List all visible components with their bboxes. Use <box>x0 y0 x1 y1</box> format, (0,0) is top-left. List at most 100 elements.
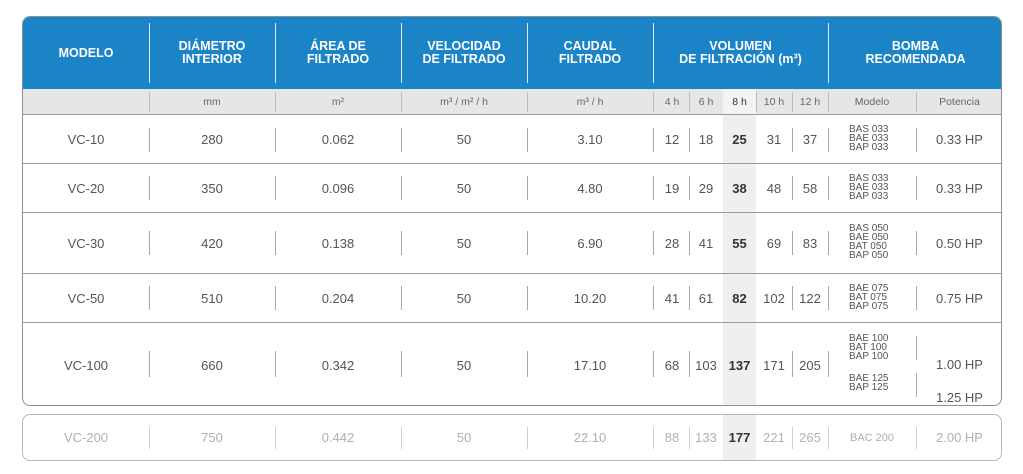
cell-model: VC-100 <box>63 357 109 373</box>
header-velocidad: VELOCIDAD DE FILTRADO <box>422 39 506 66</box>
cell-velocity: 50 <box>456 180 472 196</box>
cell-model: VC-30 <box>67 235 105 251</box>
unit-4h: 4 h <box>664 96 680 108</box>
cell-vol-8h: 38 <box>732 180 747 196</box>
cell-diameter: 510 <box>201 290 223 306</box>
table-header: MODELO DIÁMETRO INTERIOR ÁREA DE FILTRAD… <box>23 17 1001 89</box>
spec-table: MODELO DIÁMETRO INTERIOR ÁREA DE FILTRAD… <box>22 16 1002 406</box>
units-row: mm m² m³ / m² / h m³ / h 4 h 6 h 8 h 10 … <box>23 89 1001 115</box>
highlight-8h-column <box>723 415 756 460</box>
cell-vol-12h: 122 <box>799 290 821 306</box>
cell-vol-10h: 171 <box>763 357 785 373</box>
unit-velocidad: m³ / m² / h <box>440 96 488 108</box>
cell-pump-models: BAS 033 BAE 033 BAP 033 <box>849 124 889 153</box>
cell-pump-power: 2.00 HP <box>936 430 983 445</box>
table-row: VC-100 660 0.342 50 17.10 68 103 137 171… <box>23 323 1001 405</box>
cell-area: 0.138 <box>321 235 355 251</box>
cell-model: VC-20 <box>67 180 105 196</box>
unit-8h: 8 h <box>723 89 756 114</box>
cell-vol-10h: 221 <box>763 430 785 445</box>
cell-pump-power: 0.50 HP <box>936 235 983 251</box>
cell-pump-power: 0.33 HP <box>936 132 983 147</box>
cell-area: 0.062 <box>321 132 355 147</box>
unit-pump-power: Potencia <box>939 96 980 108</box>
cell-diameter: 750 <box>201 430 223 445</box>
cell-vol-8h: 25 <box>732 132 747 147</box>
cell-vol-8h: 82 <box>732 290 747 306</box>
cell-area: 0.204 <box>321 290 355 306</box>
unit-6h: 6 h <box>698 96 714 108</box>
cell-vol-4h: 12 <box>664 132 680 147</box>
cell-vol-10h: 69 <box>766 235 782 251</box>
cell-area: 0.342 <box>321 357 355 373</box>
cell-flow: 22.10 <box>573 430 607 445</box>
cell-vol-4h: 41 <box>664 290 680 306</box>
cell-vol-12h: 83 <box>802 235 818 251</box>
cell-velocity: 50 <box>456 290 472 306</box>
cell-diameter: 350 <box>201 180 223 196</box>
cell-vol-10h: 102 <box>763 290 785 306</box>
cell-flow: 6.90 <box>577 235 603 251</box>
cell-area: 0.096 <box>321 180 355 196</box>
cell-vol-4h: 88 <box>664 430 680 445</box>
cell-vol-6h: 41 <box>698 235 714 251</box>
header-diametro: DIÁMETRO INTERIOR <box>178 39 246 66</box>
cell-model: VC-50 <box>67 290 105 306</box>
cell-vol-4h: 68 <box>664 357 680 373</box>
cell-pump-models: BAE 075 BAT 075 BAP 075 <box>849 283 889 312</box>
unit-area: m² <box>331 96 345 108</box>
cell-pump-power: 0.75 HP <box>936 290 983 306</box>
cell-vol-10h: 48 <box>766 180 782 196</box>
header-bomba: BOMBA RECOMENDADA <box>865 39 966 66</box>
cell-velocity: 50 <box>456 430 472 445</box>
cell-vol-4h: 19 <box>664 180 680 196</box>
unit-10h: 10 h <box>763 96 785 108</box>
unit-pump-model: Modelo <box>854 96 890 108</box>
cell-diameter: 420 <box>201 235 223 251</box>
cell-pump-power: 1.00 HP <box>936 356 983 372</box>
cell-pump-models: BAE 125 BAP 125 <box>849 373 889 393</box>
cell-vol-8h: 177 <box>728 430 751 445</box>
cell-pump-power: 0.33 HP <box>936 180 983 196</box>
unit-modelo <box>23 89 149 115</box>
header-caudal: CAUDAL FILTRADO <box>558 39 622 66</box>
table-row: VC-50 510 0.204 50 10.20 41 61 82 102 12… <box>23 274 1001 323</box>
cell-vol-8h: 137 <box>728 357 751 373</box>
cell-diameter: 280 <box>201 132 223 147</box>
cell-velocity: 50 <box>456 132 472 147</box>
header-area: ÁREA DE FILTRADO <box>306 39 370 66</box>
cell-pump-models: BAS 033 BAE 033 BAP 033 <box>849 173 889 202</box>
header-modelo: MODELO <box>58 45 114 60</box>
cell-flow: 4.80 <box>577 180 603 196</box>
cell-vol-6h: 29 <box>698 180 714 196</box>
cell-velocity: 50 <box>456 235 472 251</box>
table-row: VC-30 420 0.138 50 6.90 28 41 55 69 83 B… <box>23 213 1001 274</box>
cell-flow: 3.10 <box>577 132 603 147</box>
unit-12h: 12 h <box>799 96 821 108</box>
cell-pump-models: BAE 100 BAT 100 BAP 100 <box>849 333 889 362</box>
cell-vol-6h: 61 <box>698 290 714 306</box>
table-row: VC-20 350 0.096 50 4.80 19 29 38 48 58 B… <box>23 164 1001 213</box>
cell-vol-8h: 55 <box>732 235 747 251</box>
cell-vol-6h: 103 <box>695 357 717 373</box>
table-row: VC-10 280 0.062 50 3.10 12 18 25 31 37 B… <box>23 116 1001 164</box>
cell-model: VC-200 <box>63 430 109 445</box>
cell-vol-6h: 133 <box>695 430 717 445</box>
cell-vol-4h: 28 <box>664 235 680 251</box>
cell-area: 0.442 <box>321 430 355 445</box>
highlight-8h-column <box>723 89 756 405</box>
cell-pump-models: BAS 050 BAE 050 BAT 050 BAP 050 <box>849 223 889 261</box>
cell-vol-12h: 37 <box>802 132 818 147</box>
table-row-vc200: VC-200 750 0.442 50 22.10 88 133 177 221… <box>22 414 1002 461</box>
cell-model: VC-10 <box>67 132 105 147</box>
cell-vol-6h: 18 <box>698 132 714 147</box>
cell-vol-12h: 205 <box>799 357 821 373</box>
cell-vol-12h: 265 <box>799 430 821 445</box>
header-volumen: VOLUMEN DE FILTRACIÓN (m³) <box>679 39 802 66</box>
cell-flow: 10.20 <box>573 290 607 306</box>
cell-pump-power: 1.25 HP <box>936 389 983 405</box>
cell-velocity: 50 <box>456 357 472 373</box>
unit-diametro: mm <box>203 96 221 108</box>
cell-vol-10h: 31 <box>766 132 782 147</box>
cell-diameter: 660 <box>201 357 223 373</box>
